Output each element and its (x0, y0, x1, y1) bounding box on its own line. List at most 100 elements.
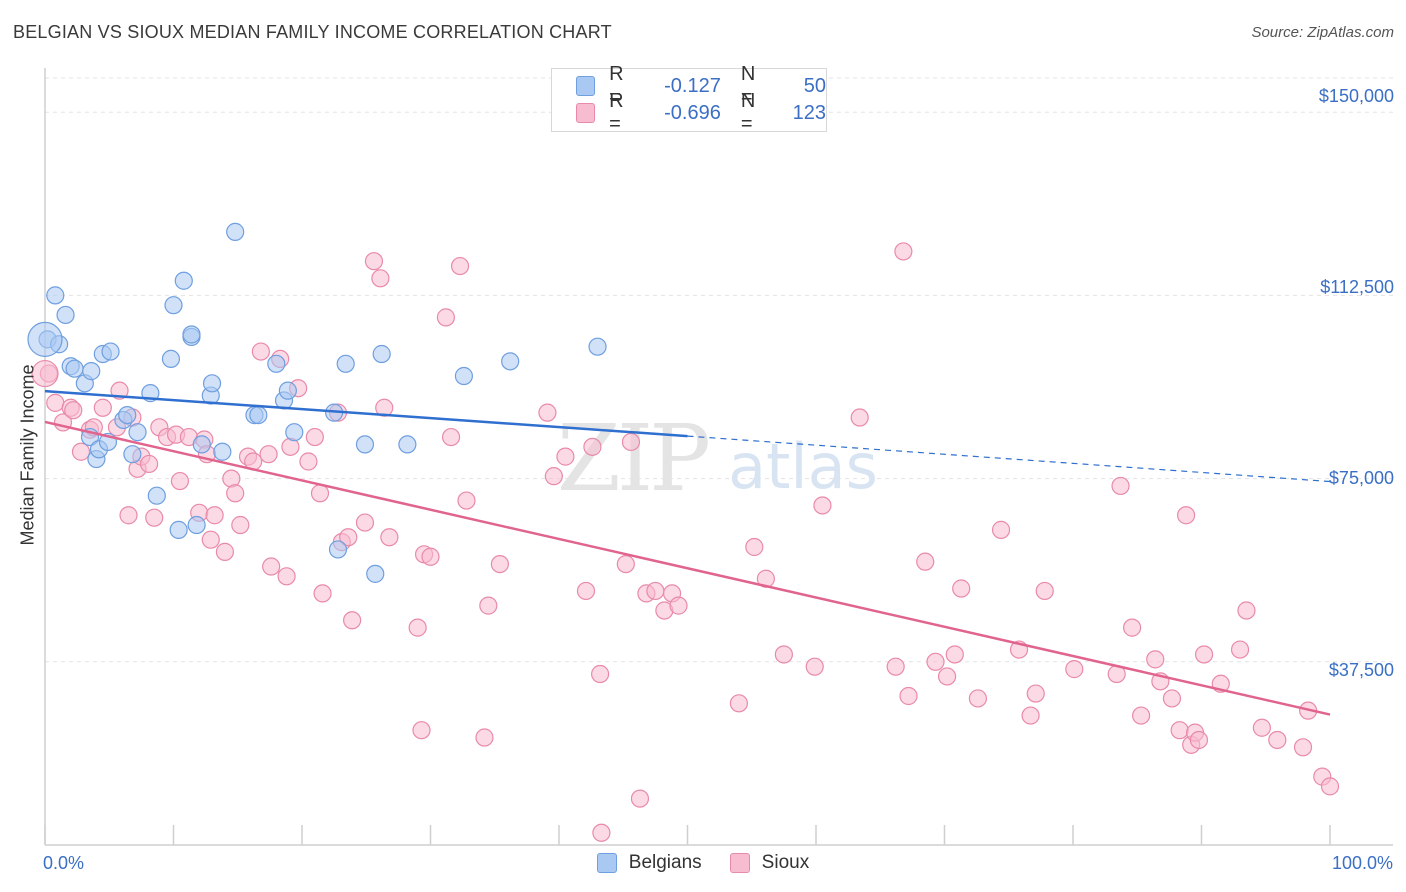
belgian-point (328, 540, 348, 559)
sioux-point (1123, 618, 1142, 637)
sioux-point (899, 686, 918, 706)
belgian-point (267, 354, 286, 373)
sioux-point (1021, 706, 1040, 725)
sioux-point (339, 528, 358, 547)
sioux-point (205, 506, 224, 525)
sioux-point (952, 579, 971, 598)
y-tick-label: $112,500 (1320, 277, 1394, 297)
belgian-point (123, 445, 142, 464)
belgian-point (118, 405, 137, 425)
sioux-point (1252, 718, 1271, 737)
stats-legend: R = -0.127 N = 50 R = -0.696 N = 123 (551, 63, 827, 135)
legend-swatch-belgians (596, 853, 617, 873)
sioux-point (299, 452, 318, 471)
legend-swatch-belgians (576, 76, 596, 96)
sioux-point (1162, 689, 1182, 708)
source-label: Source: ZipAtlas.com (1251, 24, 1394, 41)
sioux-point (621, 432, 641, 452)
legend-item-sioux[interactable]: Sioux (729, 852, 809, 874)
belgian-point (372, 344, 391, 364)
sioux-point (170, 471, 190, 491)
sioux-point (313, 584, 332, 603)
n-value: 50 (803, 74, 827, 97)
sioux-point (544, 467, 563, 486)
belgian-point (226, 222, 245, 241)
r-value: -0.127 (664, 74, 721, 97)
n-label: N = (740, 63, 756, 108)
sioux-point (364, 252, 384, 271)
sioux-point (408, 618, 427, 637)
belgian-point (161, 349, 181, 369)
belgian-point (169, 520, 188, 539)
sioux-point (262, 557, 281, 576)
sioux-point (251, 342, 270, 361)
sioux-point (46, 393, 65, 412)
trend-lines (44, 389, 1331, 716)
x-min-label: 0.0% (43, 853, 85, 873)
sioux-point (591, 664, 610, 684)
sioux-point (886, 657, 905, 676)
belgian-point (101, 342, 120, 361)
sioux-point (592, 823, 611, 842)
legend-swatch-sioux (729, 853, 750, 873)
sioux-point (630, 789, 650, 808)
belgian-trend-line (44, 389, 688, 438)
watermark-zip: ZIP (557, 405, 708, 512)
n-value: 123 (792, 101, 827, 124)
belgian-point (56, 305, 75, 325)
sioux-point (375, 398, 394, 417)
sioux-point (201, 530, 220, 549)
belgian-point (164, 296, 183, 315)
sioux-point (1268, 730, 1287, 750)
legend-row-belgians: R = -0.127 N = 50 (576, 63, 827, 108)
sioux-point (259, 445, 278, 464)
sioux-point (850, 408, 869, 427)
sioux-point (380, 528, 399, 547)
sioux-point (305, 427, 324, 447)
y-tick-label: $75,000 (1328, 468, 1394, 488)
belgian-point (27, 321, 63, 357)
belgian-point (192, 435, 211, 454)
legend-label-belgians: Belgians (628, 852, 702, 873)
belgian-point (355, 435, 375, 454)
sioux-point (93, 398, 112, 417)
belgian-point (46, 286, 65, 305)
sioux-point (479, 596, 498, 615)
belgian-point (398, 435, 417, 454)
belgian-point (588, 337, 607, 356)
sioux-point (31, 359, 59, 388)
sioux-point (945, 645, 964, 664)
axes (44, 68, 1393, 846)
sioux-point (646, 581, 665, 601)
belgian-trend-extension (687, 435, 1331, 483)
sioux-point (139, 454, 159, 474)
belgian-point (174, 271, 193, 290)
belgian-point (202, 374, 222, 393)
belgian-point (147, 486, 166, 505)
legend-row-sioux: R = -0.696 N = 123 (576, 90, 827, 135)
sioux-point (1026, 684, 1045, 703)
sioux-point (64, 401, 83, 420)
sioux-point (937, 667, 957, 686)
sioux-point (583, 437, 602, 456)
sioux-point (1320, 777, 1340, 796)
belgian-point (128, 423, 147, 442)
belgian-point (454, 366, 474, 386)
sioux-point (1176, 506, 1196, 525)
sioux-point (968, 689, 988, 708)
sioux-point (475, 728, 494, 747)
belgian-point (65, 359, 84, 378)
r-label: R = (609, 63, 624, 108)
legend-item-belgians[interactable]: Belgians (596, 852, 702, 874)
sioux-point (441, 427, 461, 447)
sioux-point (1170, 721, 1189, 740)
sioux-point (490, 554, 509, 574)
belgian-point (82, 362, 101, 381)
sioux-point (1146, 650, 1165, 669)
sioux-point (421, 547, 440, 566)
sioux-point (412, 721, 431, 740)
belgian-point (285, 423, 304, 442)
n-label: N = (740, 90, 756, 135)
belgian-point (187, 515, 206, 535)
sioux-point (805, 657, 824, 676)
